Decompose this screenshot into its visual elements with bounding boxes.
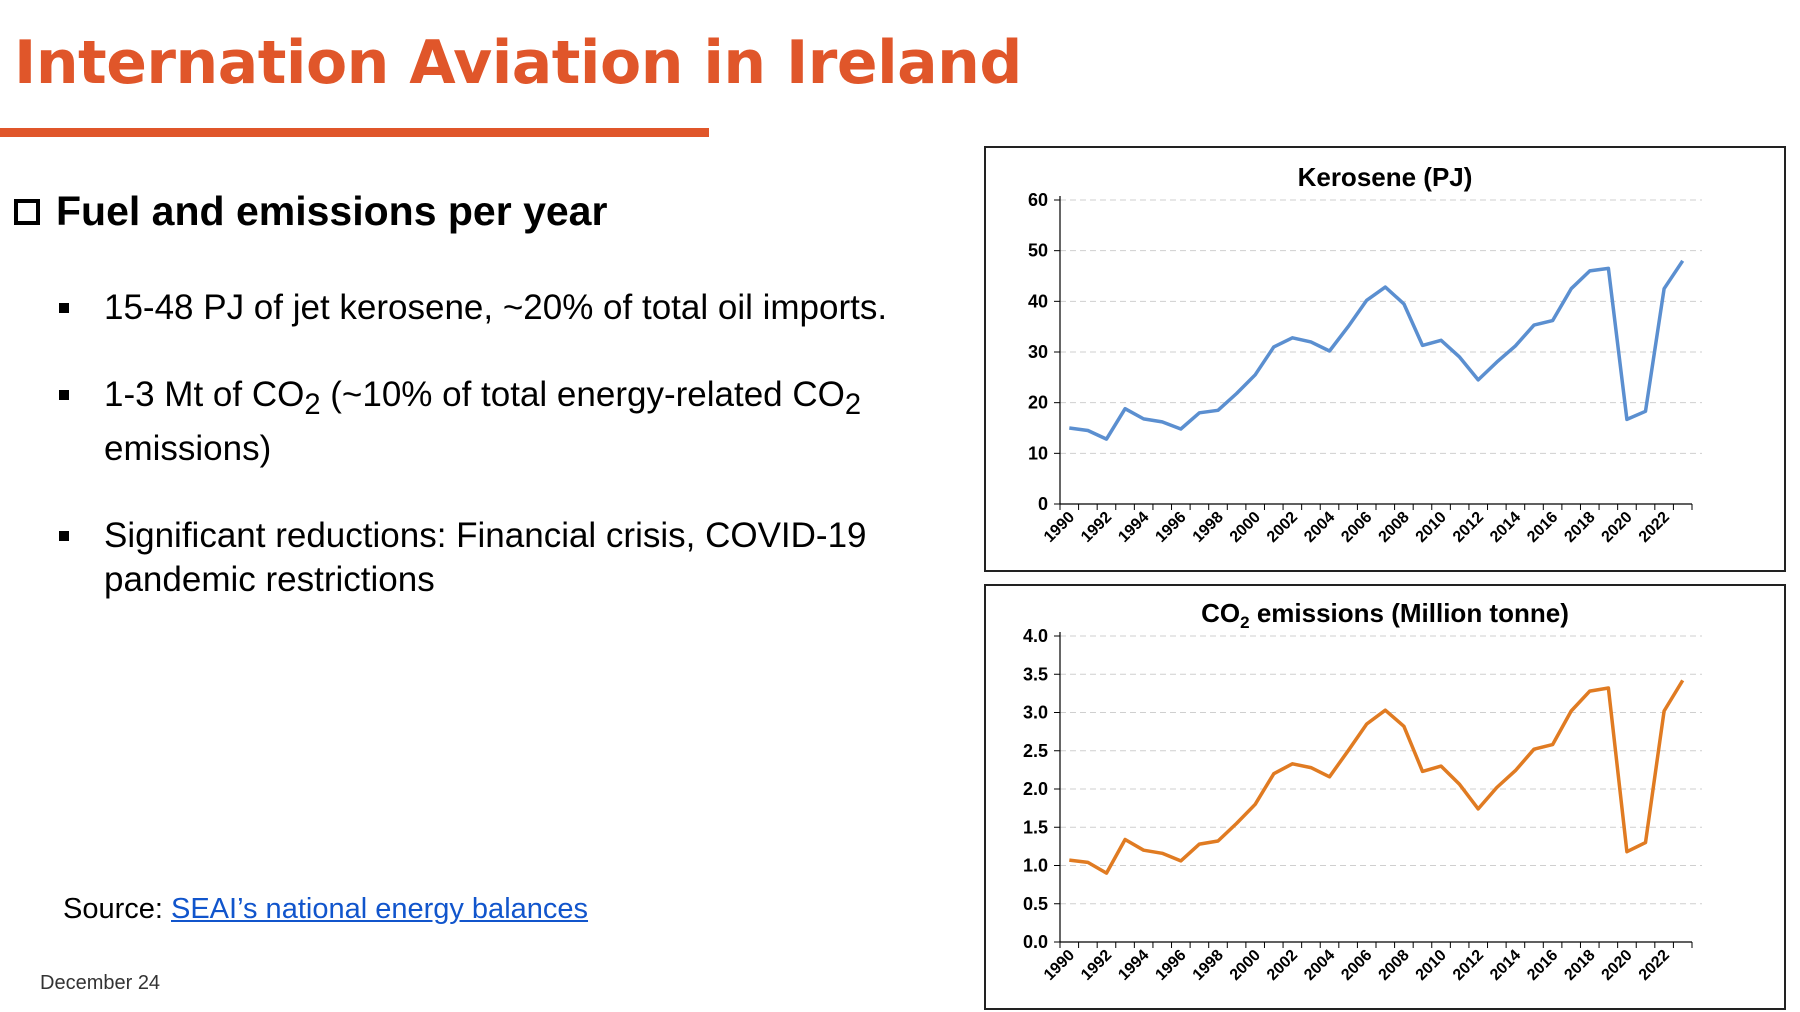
chart-title: Kerosene (PJ) — [1297, 162, 1473, 192]
source-label: Source: — [63, 893, 171, 925]
square-bullet-icon — [59, 303, 69, 313]
x-tick-label: 1994 — [1115, 509, 1152, 546]
bullet-text: 15-48 PJ of jet kerosene, ~20% of total … — [104, 288, 888, 327]
x-tick-label: 1998 — [1190, 509, 1227, 546]
x-tick-label: 2018 — [1561, 509, 1598, 546]
x-tick-label: 2018 — [1561, 947, 1598, 984]
y-tick-label: 0.5 — [1023, 894, 1048, 914]
y-tick-label: 4.0 — [1023, 626, 1048, 646]
bullet-text: 1-3 Mt of CO2 (~10% of total energy-rela… — [104, 375, 862, 468]
bullet-item: 15-48 PJ of jet kerosene, ~20% of total … — [56, 286, 956, 330]
y-tick-label: 20 — [1028, 393, 1048, 413]
y-tick-label: 2.5 — [1023, 741, 1048, 761]
x-tick-label: 1992 — [1078, 509, 1115, 546]
x-tick-label: 1990 — [1041, 947, 1078, 984]
x-tick-label: 2010 — [1413, 509, 1450, 546]
bullet-item: 1-3 Mt of CO2 (~10% of total energy-rela… — [56, 373, 956, 471]
x-tick-label: 2010 — [1413, 947, 1450, 984]
y-tick-label: 2.0 — [1023, 779, 1048, 799]
series-line — [1069, 679, 1685, 875]
y-tick-label: 0 — [1038, 494, 1048, 514]
x-tick-label: 2008 — [1376, 947, 1413, 984]
y-tick-label: 10 — [1028, 443, 1048, 463]
x-tick-label: 2020 — [1599, 509, 1636, 546]
y-tick-label: 50 — [1028, 241, 1048, 261]
x-tick-label: 1994 — [1115, 947, 1152, 984]
bullet-list: 15-48 PJ of jet kerosene, ~20% of total … — [56, 286, 956, 645]
x-tick-label: 2016 — [1524, 509, 1561, 546]
x-tick-label: 2012 — [1450, 947, 1487, 984]
x-tick-label: 2002 — [1264, 509, 1301, 546]
square-bullet-icon — [59, 390, 69, 400]
x-tick-label: 2000 — [1227, 509, 1264, 546]
slide-title: Internation Aviation in Ireland — [14, 28, 1022, 98]
x-tick-label: 2004 — [1301, 509, 1338, 546]
x-tick-label: 2006 — [1338, 509, 1375, 546]
y-tick-label: 60 — [1028, 190, 1048, 210]
y-tick-label: 0.0 — [1023, 932, 1048, 952]
y-tick-label: 1.5 — [1023, 817, 1048, 837]
x-tick-label: 2008 — [1376, 509, 1413, 546]
co2-chart: CO2 emissions (Million tonne) 0.0 0.5 1.0 1… — [984, 584, 1786, 1010]
x-tick-label: 1990 — [1041, 509, 1078, 546]
bullet-text: Significant reductions: Financial crisis… — [104, 516, 867, 599]
x-tick-label: 1992 — [1078, 947, 1115, 984]
kerosene-chart: Kerosene (PJ) 0 10 20 30 40 50 60 1990 1992 1994 1… — [984, 146, 1786, 572]
checkbox-bullet-icon — [14, 198, 40, 225]
bullet-item: Significant reductions: Financial crisis… — [56, 514, 956, 602]
x-tick-label: 2000 — [1227, 947, 1264, 984]
source-note: Source: SEAI’s national energy balances — [63, 893, 588, 926]
y-tick-label: 1.0 — [1023, 856, 1048, 876]
chart-title: CO2 emissions (Million tonne) — [1201, 598, 1569, 633]
x-tick-label: 1996 — [1152, 509, 1189, 546]
square-bullet-icon — [59, 531, 69, 541]
y-tick-label: 3.5 — [1023, 664, 1048, 684]
x-tick-label: 2016 — [1524, 947, 1561, 984]
source-link[interactable]: SEAI’s national energy balances — [171, 893, 589, 925]
x-tick-label: 2012 — [1450, 509, 1487, 546]
section-heading-text: Fuel and emissions per year — [56, 188, 608, 234]
title-underline — [0, 128, 709, 137]
x-tick-label: 2006 — [1338, 947, 1375, 984]
x-tick-label: 2004 — [1301, 947, 1338, 984]
series-line — [1069, 259, 1685, 441]
x-tick-label: 2022 — [1636, 509, 1673, 546]
x-tick-label: 2020 — [1599, 947, 1636, 984]
y-tick-label: 3.0 — [1023, 703, 1048, 723]
x-tick-label: 1998 — [1190, 947, 1227, 984]
x-tick-label: 2022 — [1636, 947, 1673, 984]
x-tick-label: 2014 — [1487, 509, 1524, 546]
x-tick-label: 2014 — [1487, 947, 1524, 984]
footer-date: December 24 — [40, 972, 161, 994]
section-heading: Fuel and emissions per year — [14, 188, 607, 235]
y-tick-label: 40 — [1028, 291, 1048, 311]
x-tick-label: 2002 — [1264, 947, 1301, 984]
y-tick-label: 30 — [1028, 342, 1048, 362]
x-tick-label: 1996 — [1152, 947, 1189, 984]
